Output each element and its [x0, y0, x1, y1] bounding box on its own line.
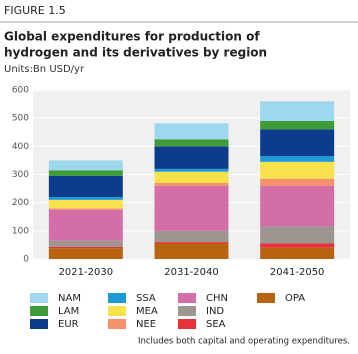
bar-segment [260, 243, 335, 248]
y-tick-label: 100 [12, 226, 29, 236]
x-tick-label: 2031-2040 [164, 267, 219, 278]
bar-segment [154, 230, 229, 243]
bar-segment [48, 209, 123, 241]
bar-segment [48, 246, 123, 249]
bar-segment [154, 185, 229, 231]
y-tick-label: 200 [12, 198, 29, 208]
x-tick-label: 2041-2050 [270, 267, 325, 278]
chart-title: Global expenditures for production of [4, 30, 260, 44]
legend-label: EUR [58, 319, 79, 330]
bar-segment [260, 129, 335, 157]
legend-label: CHN [206, 293, 228, 304]
bar-segment [48, 170, 123, 176]
bar-segment [154, 146, 229, 169]
figure-label: FIGURE 1.5 [4, 4, 66, 17]
bar-segment [154, 243, 229, 259]
bar-segment [48, 248, 123, 259]
bar-segment [48, 175, 123, 198]
bar-segment [260, 185, 335, 227]
bar-segment [260, 120, 335, 130]
legend-label: NAM [58, 293, 81, 304]
y-tick-label: 300 [12, 170, 29, 180]
legend-label: MEA [136, 306, 158, 317]
legend-swatch [30, 319, 48, 329]
bar-segment [260, 247, 335, 259]
bar-segment [48, 199, 123, 209]
bar-segment [48, 240, 123, 247]
legend-swatch [30, 306, 48, 316]
legend-label: OPA [285, 293, 305, 304]
bar-segment [260, 101, 335, 121]
footnote: Includes both capital and operating expe… [138, 337, 350, 347]
legend-swatch [178, 306, 196, 316]
legend-label: SSA [136, 293, 156, 304]
y-tick-label: 500 [12, 114, 29, 124]
bar-segment [260, 161, 335, 179]
x-tick-label: 2021-2030 [59, 267, 114, 278]
legend-swatch [178, 319, 196, 329]
legend-swatch [30, 293, 48, 303]
legend-swatch [257, 293, 275, 303]
legend-label: IND [206, 306, 224, 317]
bar-segment [260, 226, 335, 244]
bar-segment [154, 139, 229, 147]
bar-segment [154, 123, 229, 140]
bar-segment [260, 178, 335, 186]
legend-swatch [108, 319, 126, 329]
chart-subtitle: Units:Bn USD/yr [4, 64, 85, 75]
legend-label: SEA [206, 319, 226, 330]
bar-segment [154, 171, 229, 183]
chart-title: hydrogen and its derivatives by region [4, 46, 267, 60]
bar-segment [260, 156, 335, 162]
legend-label: NEE [136, 319, 156, 330]
bar-segment [48, 197, 123, 200]
legend-swatch [108, 306, 126, 316]
y-tick-label: 0 [23, 255, 29, 265]
y-tick-label: 600 [12, 86, 29, 96]
bar-segment [154, 168, 229, 172]
bar-segment [154, 242, 229, 244]
legend-label: LAM [58, 306, 79, 317]
y-tick-label: 400 [12, 142, 29, 152]
legend-swatch [108, 293, 126, 303]
bar-segment [48, 208, 123, 210]
bar-segment [48, 160, 123, 171]
bar-segment [154, 182, 229, 186]
legend-swatch [178, 293, 196, 303]
